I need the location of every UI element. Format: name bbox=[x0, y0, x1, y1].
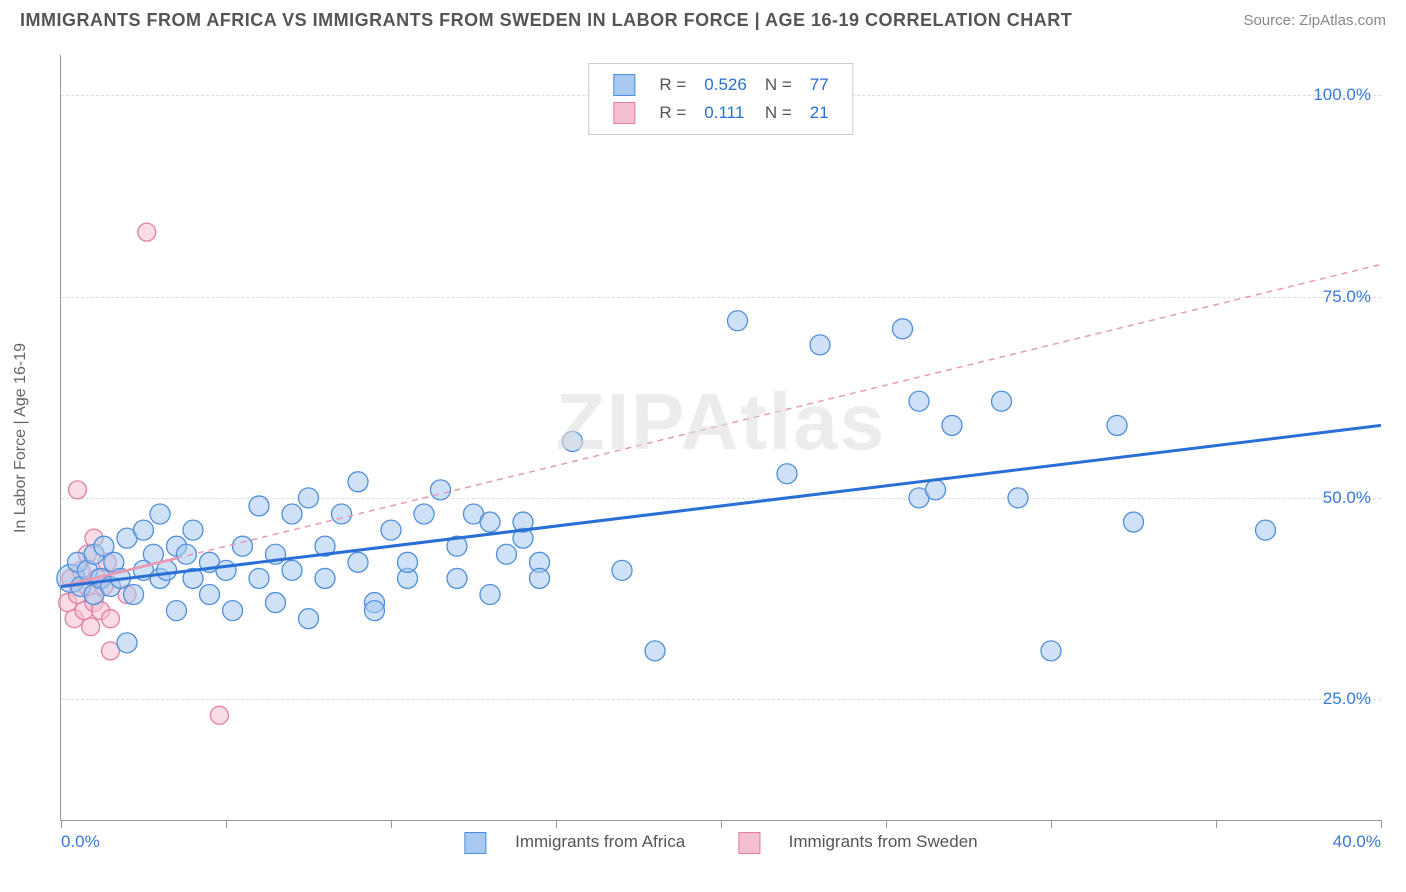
data-point-africa bbox=[1008, 488, 1028, 508]
data-point-africa bbox=[282, 504, 302, 524]
data-point-africa bbox=[926, 480, 946, 500]
data-point-africa bbox=[249, 496, 269, 516]
data-point-sweden bbox=[138, 223, 156, 241]
legend-item-sweden: Immigrants from Sweden bbox=[726, 832, 990, 851]
data-point-africa bbox=[447, 568, 467, 588]
data-point-africa bbox=[431, 480, 451, 500]
data-point-africa bbox=[299, 609, 319, 629]
n-value-africa: 77 bbox=[802, 72, 837, 98]
legend-row-sweden: R = 0.111 N = 21 bbox=[605, 100, 836, 126]
x-tick bbox=[886, 820, 887, 828]
data-point-africa bbox=[893, 319, 913, 339]
chart-plot-area: In Labor Force | Age 16-19 25.0%50.0%75.… bbox=[60, 55, 1381, 821]
data-point-africa bbox=[1124, 512, 1144, 532]
data-point-africa bbox=[216, 560, 236, 580]
x-tick bbox=[1051, 820, 1052, 828]
data-point-africa bbox=[365, 601, 385, 621]
legend-item-africa: Immigrants from Africa bbox=[452, 832, 702, 851]
r-value-sweden: 0.111 bbox=[696, 100, 755, 126]
data-point-africa bbox=[167, 601, 187, 621]
data-point-africa bbox=[117, 633, 137, 653]
x-tick bbox=[61, 820, 62, 828]
correlation-legend: R = 0.526 N = 77 R = 0.111 N = 21 bbox=[588, 63, 853, 135]
data-point-africa bbox=[315, 568, 335, 588]
data-point-africa bbox=[150, 504, 170, 524]
data-point-africa bbox=[134, 520, 154, 540]
data-point-africa bbox=[414, 504, 434, 524]
data-point-africa bbox=[909, 391, 929, 411]
data-point-africa bbox=[176, 544, 196, 564]
data-point-africa bbox=[942, 415, 962, 435]
x-tick bbox=[556, 820, 557, 828]
data-point-africa bbox=[233, 536, 253, 556]
data-point-sweden bbox=[102, 610, 120, 628]
data-point-africa bbox=[249, 568, 269, 588]
legend-swatch-africa-icon bbox=[464, 832, 486, 854]
data-point-africa bbox=[480, 512, 500, 532]
data-point-africa bbox=[810, 335, 830, 355]
r-value-africa: 0.526 bbox=[696, 72, 755, 98]
legend-row-africa: R = 0.526 N = 77 bbox=[605, 72, 836, 98]
data-point-africa bbox=[992, 391, 1012, 411]
x-tick bbox=[1216, 820, 1217, 828]
data-point-africa bbox=[332, 504, 352, 524]
data-point-africa bbox=[124, 585, 144, 605]
data-point-africa bbox=[183, 520, 203, 540]
data-point-africa bbox=[612, 560, 632, 580]
data-point-africa bbox=[200, 585, 220, 605]
data-point-africa bbox=[282, 560, 302, 580]
x-tick-label: 0.0% bbox=[61, 832, 100, 852]
data-point-africa bbox=[1041, 641, 1061, 661]
data-point-africa bbox=[728, 311, 748, 331]
data-point-africa bbox=[398, 552, 418, 572]
data-point-africa bbox=[563, 432, 583, 452]
x-tick bbox=[721, 820, 722, 828]
data-point-africa bbox=[1107, 415, 1127, 435]
scatter-plot-svg bbox=[61, 55, 1381, 820]
x-tick-label: 40.0% bbox=[1333, 832, 1381, 852]
data-point-africa bbox=[645, 641, 665, 661]
legend-swatch-africa bbox=[613, 74, 635, 96]
data-point-africa bbox=[266, 593, 286, 613]
data-point-africa bbox=[381, 520, 401, 540]
x-tick bbox=[1381, 820, 1382, 828]
legend-swatch-sweden-icon bbox=[738, 832, 760, 854]
source-attribution: Source: ZipAtlas.com bbox=[1243, 12, 1386, 29]
data-point-africa bbox=[497, 544, 517, 564]
data-point-africa bbox=[480, 585, 500, 605]
data-point-sweden bbox=[210, 706, 228, 724]
x-tick bbox=[226, 820, 227, 828]
legend-swatch-sweden bbox=[613, 102, 635, 124]
n-value-sweden: 21 bbox=[802, 100, 837, 126]
data-point-sweden bbox=[69, 481, 87, 499]
data-point-africa bbox=[299, 488, 319, 508]
series-legend: Immigrants from Africa Immigrants from S… bbox=[440, 832, 1001, 854]
y-axis-title: In Labor Force | Age 16-19 bbox=[12, 342, 30, 532]
data-point-africa bbox=[530, 568, 550, 588]
x-tick bbox=[391, 820, 392, 828]
data-point-africa bbox=[223, 601, 243, 621]
data-point-sweden bbox=[82, 618, 100, 636]
chart-title: IMMIGRANTS FROM AFRICA VS IMMIGRANTS FRO… bbox=[20, 10, 1072, 31]
chart-header: IMMIGRANTS FROM AFRICA VS IMMIGRANTS FRO… bbox=[0, 0, 1406, 36]
trend-line-sweden-dashed bbox=[177, 264, 1382, 558]
data-point-africa bbox=[1256, 520, 1276, 540]
data-point-africa bbox=[777, 464, 797, 484]
data-point-africa bbox=[348, 552, 368, 572]
data-point-africa bbox=[348, 472, 368, 492]
